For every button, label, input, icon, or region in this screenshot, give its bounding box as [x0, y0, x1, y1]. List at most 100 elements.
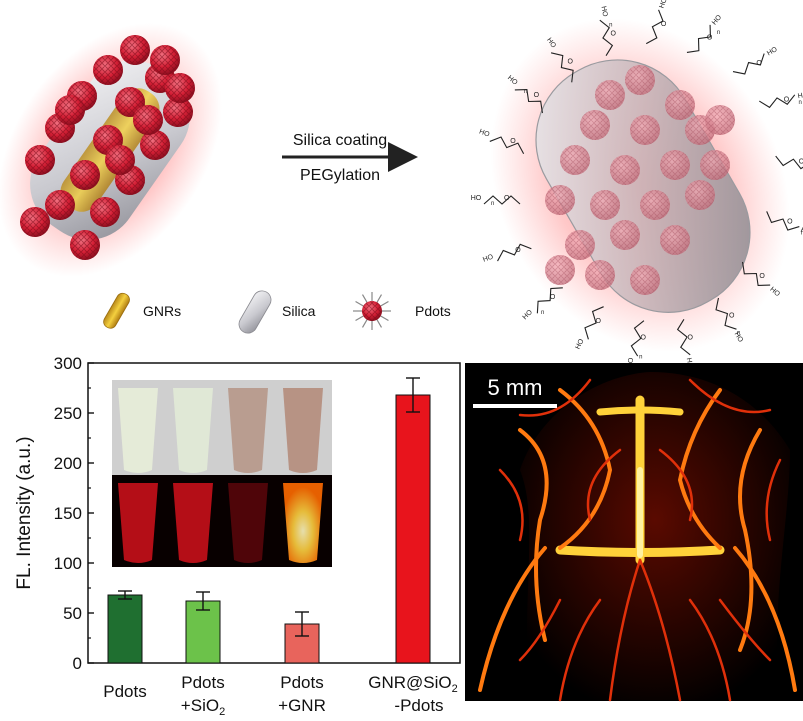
pdot-particle	[640, 190, 670, 220]
blood-vessel	[638, 558, 682, 702]
peg-hydroxyl-label: HO	[711, 14, 723, 27]
pdots-cluster-left	[20, 35, 195, 260]
bar	[185, 600, 221, 664]
vial-fluorescence	[228, 483, 268, 563]
silica-legend-label: Silica	[282, 303, 316, 319]
pdot-particle	[585, 260, 615, 290]
vial-fluorescence	[173, 483, 213, 563]
pdot-particle	[105, 145, 135, 175]
peg-hydroxyl-label: HO	[768, 286, 781, 298]
peg-oxygen-label: O	[707, 35, 713, 42]
peg-hydroxyl-label: HO	[599, 6, 608, 18]
arrow-label-silica-coating: Silica coating	[293, 132, 387, 149]
peg-chain	[766, 211, 800, 231]
peg-oxygen-label: O	[568, 59, 574, 66]
peg-chain	[550, 52, 574, 83]
pdot-particle	[55, 95, 85, 125]
peg-repeat-n: n	[737, 330, 740, 336]
vial-brightfield	[118, 388, 158, 473]
blood-vessel	[677, 388, 722, 550]
peg-hydroxyl-label: HO	[797, 91, 803, 100]
gnr-legend-label: GNRs	[143, 303, 181, 319]
y-tick-label: 200	[54, 454, 82, 473]
pdot-particle	[595, 80, 625, 110]
peg-chain	[742, 261, 771, 286]
pdot-particle	[165, 73, 195, 103]
x-tick-label-line2: +SiO2	[181, 696, 225, 718]
blood-vessel	[688, 598, 732, 702]
vial-photo-inset	[112, 380, 332, 567]
blood-vessel	[658, 448, 694, 522]
blood-vessel	[733, 546, 797, 692]
peg-chain	[599, 19, 614, 56]
pdot-particle	[630, 265, 660, 295]
pdot-particle	[163, 97, 193, 127]
peg-chain	[584, 306, 604, 340]
peg-oxygen-label: O	[504, 195, 510, 202]
pdot-particle	[150, 45, 180, 75]
peg-hydroxyl-label: HO	[627, 357, 636, 369]
peg-oxygen-label: O	[787, 218, 793, 225]
blood-vessel	[765, 458, 782, 542]
pdot-particle	[590, 190, 620, 220]
peg-hydroxyl-label: HO	[733, 331, 745, 344]
x-tick-label: GNR@SiO2	[368, 673, 458, 695]
peg-hydroxyl-label: HO	[766, 46, 779, 58]
peg-hydroxyl-label: HO	[575, 338, 586, 351]
peg-oxygen-label: O	[784, 97, 790, 104]
blood-vessel	[688, 378, 772, 414]
peg-repeat-n: n	[798, 100, 801, 106]
peg-chain	[483, 195, 521, 205]
peg-oxygen-label: O	[729, 312, 735, 319]
pdot-particle	[630, 115, 660, 145]
peg-chain	[645, 9, 664, 45]
y-tick-label: 50	[63, 604, 82, 623]
bar	[107, 594, 143, 664]
peg-chain	[775, 155, 803, 170]
peg-chain	[715, 297, 737, 330]
pdot-particle	[665, 90, 695, 120]
pdot-particle	[580, 110, 610, 140]
blood-vessel	[518, 378, 592, 417]
vial-brightfield	[228, 388, 268, 473]
pdot-particle	[70, 160, 100, 190]
peg-oxygen-label: O	[596, 318, 602, 325]
pdots-legend-label: Pdots	[415, 303, 451, 319]
peg-oxygen-label: O	[550, 294, 556, 301]
pdot-particle	[140, 130, 170, 160]
pdot-particle	[90, 197, 120, 227]
peg-chain	[514, 89, 543, 114]
peg-repeat-n: n	[541, 310, 544, 316]
peg-chain	[497, 243, 532, 262]
y-tick-label: 100	[54, 554, 82, 573]
x-tick-label: Pdots	[103, 682, 146, 701]
pdot-particle	[120, 35, 150, 65]
x-tick-label-line2: -Pdots	[394, 696, 443, 715]
pdot-particle	[545, 185, 575, 215]
peg-oxygen-label: O	[759, 273, 765, 280]
in-vivo-vasculature-image: 5 mm	[465, 363, 803, 702]
peg-repeat-n: n	[524, 89, 527, 95]
blood-vessel	[498, 468, 524, 542]
peg-chain	[732, 53, 765, 75]
peg-oxygen-label: O	[510, 138, 516, 145]
peg-oxygen-label: O	[611, 30, 617, 37]
blood-vessel	[518, 598, 562, 662]
blood-vessel	[478, 546, 547, 692]
bar	[395, 394, 431, 664]
pdot-particle	[660, 150, 690, 180]
pdot-legend-icon	[353, 292, 391, 330]
blood-vessel	[558, 598, 602, 702]
pdot-particle	[70, 230, 100, 260]
pdot-particle	[610, 155, 640, 185]
peg-repeat-n: n	[801, 230, 803, 236]
x-tick-label: Pdots	[181, 673, 224, 692]
scale-bar	[473, 404, 557, 408]
peg-hydroxyl-label: HO	[799, 227, 803, 238]
y-tick-label: 250	[54, 404, 82, 423]
peg-hydroxyl-label: HO	[482, 253, 495, 263]
blood-vessel	[518, 428, 549, 642]
pdot-particle	[660, 225, 690, 255]
